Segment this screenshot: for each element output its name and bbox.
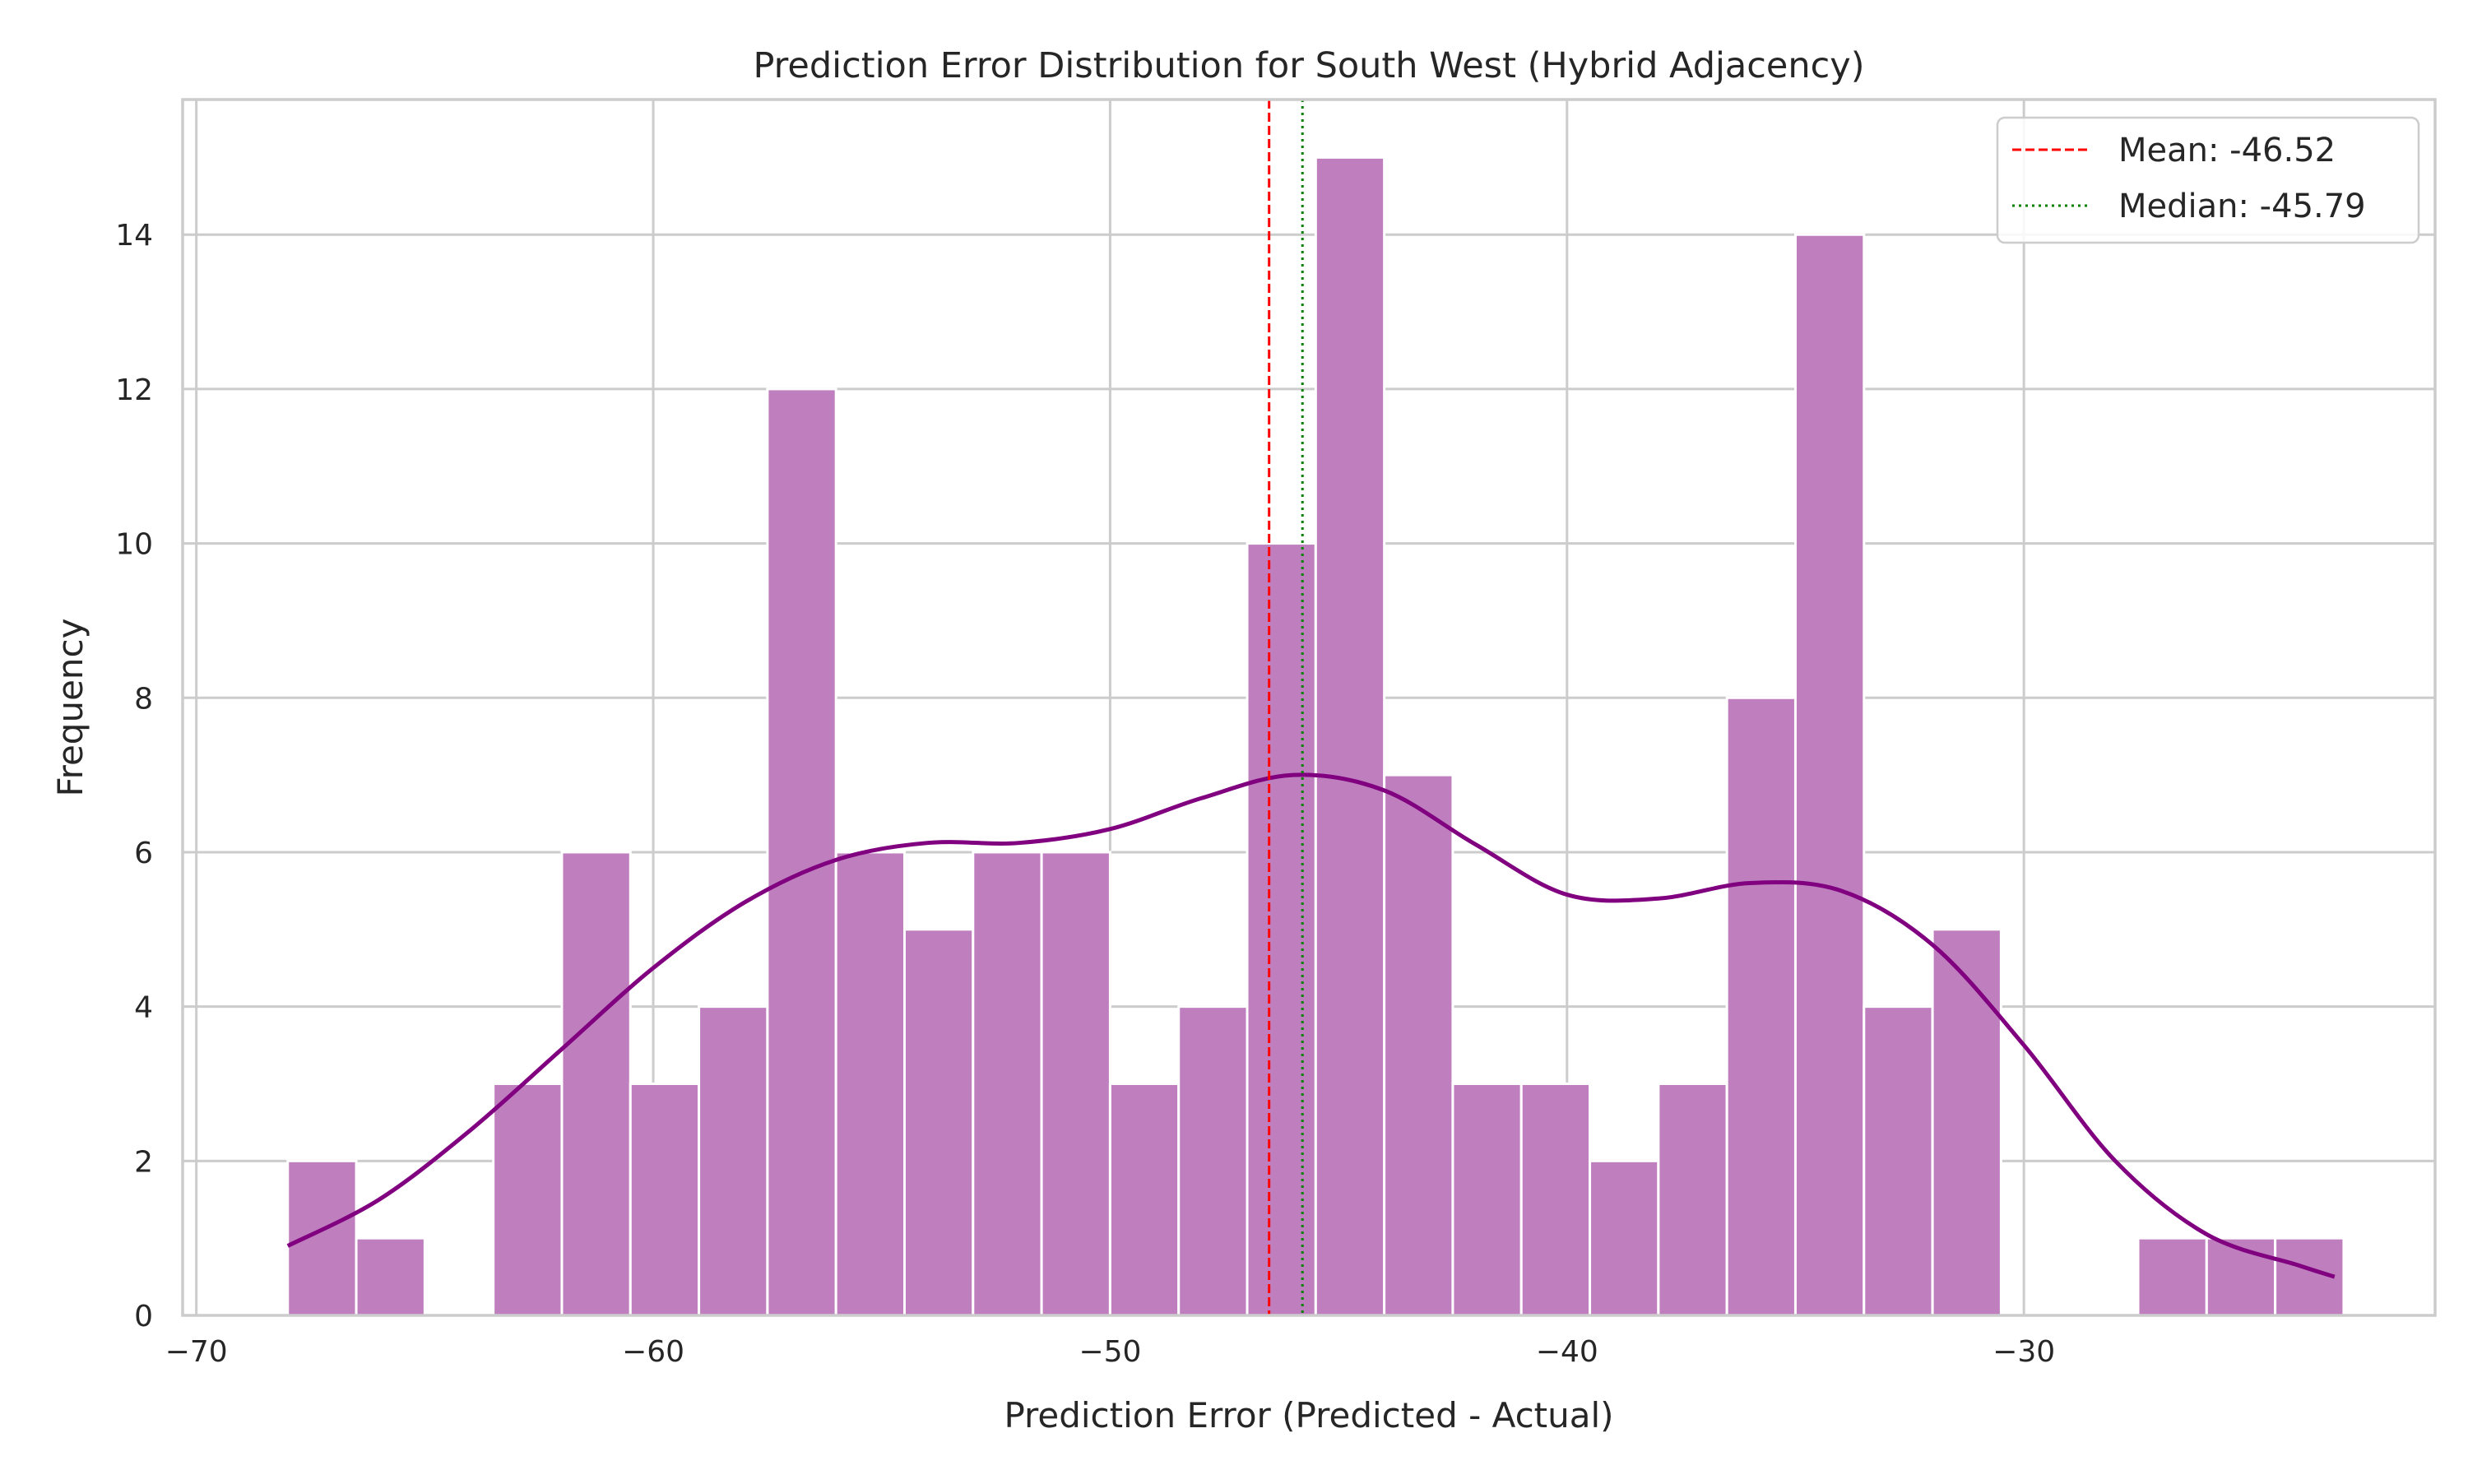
- x-tick-label: −30: [1992, 1335, 2055, 1369]
- histogram-bar: [1589, 1159, 1660, 1317]
- y-tick-label: 0: [134, 1300, 153, 1333]
- legend-median-label: Median: -45.79: [2118, 188, 2366, 225]
- histogram-bar: [834, 851, 906, 1317]
- histogram-bar: [560, 851, 632, 1317]
- legend-box: [1996, 116, 2420, 244]
- histogram-bar: [698, 1005, 769, 1317]
- histogram-bar: [1931, 928, 2002, 1317]
- histogram-bar: [1177, 1005, 1249, 1317]
- histogram-bar: [766, 387, 837, 1317]
- kde-curve: [286, 772, 2336, 1279]
- x-tick-label: −40: [1536, 1335, 1598, 1369]
- histogram-bars: [286, 155, 2345, 1317]
- histogram-bar: [1793, 233, 1866, 1317]
- chart-title: Prediction Error Distribution for South …: [753, 45, 1864, 86]
- histogram-bar: [1725, 696, 1797, 1317]
- x-tick-label: −60: [622, 1335, 684, 1369]
- y-tick-label: 6: [134, 837, 153, 870]
- histogram-bar: [2136, 1236, 2208, 1317]
- histogram-bar: [355, 1236, 426, 1317]
- histogram-bar: [1246, 542, 1317, 1317]
- y-tick-label: 8: [134, 682, 153, 716]
- x-tick-label: −50: [1079, 1335, 1141, 1369]
- histogram-bar: [1863, 1005, 1934, 1317]
- histogram-bar: [902, 928, 975, 1317]
- x-axis-label: Prediction Error (Predicted - Actual): [1004, 1395, 1613, 1435]
- y-axis-label: Frequency: [50, 619, 90, 797]
- histogram-bar: [1383, 773, 1454, 1317]
- legend-mean-label: Mean: -46.52: [2118, 132, 2336, 169]
- kde-layer: [286, 772, 2336, 1279]
- histogram-bar: [629, 1082, 701, 1317]
- histogram-bar: [1040, 851, 1111, 1317]
- histogram-bar: [286, 1159, 358, 1317]
- y-tick-label: 2: [134, 1145, 153, 1179]
- histogram-bar: [1314, 155, 1386, 1317]
- histogram-bar: [1657, 1082, 1728, 1317]
- histogram-bar: [492, 1082, 564, 1317]
- y-tick-label: 4: [134, 991, 153, 1025]
- x-tick-label: −70: [165, 1335, 228, 1369]
- legend: Mean: -46.52 Median: -45.79: [1996, 116, 2420, 244]
- x-axis-ticks: −70 −60 −50 −40 −30: [165, 1335, 2055, 1369]
- histogram-bar: [1108, 1082, 1181, 1317]
- reference-lines: [1268, 100, 1304, 1315]
- histogram-bar: [972, 851, 1043, 1317]
- y-tick-label: 14: [115, 219, 153, 253]
- histogram-bar: [1519, 1082, 1592, 1317]
- plot-frame: [181, 98, 2437, 1317]
- y-axis-ticks: 0 2 4 6 8 10 12 14: [115, 219, 153, 1333]
- histogram-bar: [1451, 1082, 1523, 1317]
- y-tick-label: 12: [115, 373, 153, 407]
- y-tick-label: 10: [115, 528, 153, 562]
